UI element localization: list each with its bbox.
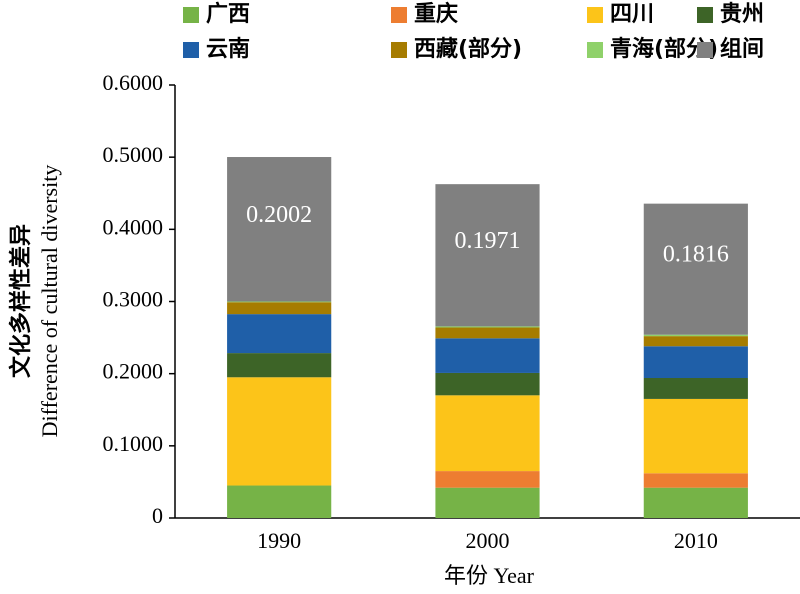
legend-swatch (697, 7, 713, 23)
legend-swatch (697, 42, 713, 58)
legend-label: 四川 (610, 2, 654, 27)
bar-segment (227, 301, 332, 303)
x-axis-label: 年份 Year (444, 563, 535, 588)
y-axis-label: Difference of cultural diversity (37, 165, 62, 438)
x-tick-label: 2010 (674, 528, 718, 553)
data-label: 0.1971 (455, 228, 521, 254)
y-tick-label: 0.5000 (103, 142, 164, 167)
y-tick-label: 0.1000 (103, 431, 164, 456)
legend-swatch (587, 7, 603, 23)
bar-segment (643, 473, 748, 488)
bar-segment (643, 346, 748, 378)
bar-segment (643, 203, 748, 335)
bar-segment (643, 398, 748, 474)
legend-swatch (391, 7, 407, 23)
bar-segment (435, 487, 540, 518)
y-tick-label: 0.3000 (103, 287, 164, 312)
y-tick-label: 0.6000 (103, 70, 164, 95)
legend-label: 云南 (206, 37, 250, 62)
bar-segment (435, 372, 540, 396)
legend-swatch (183, 7, 199, 23)
y-tick-label: 0 (152, 503, 163, 528)
bar-segment (643, 487, 748, 518)
bar-segment (435, 471, 540, 488)
y-tick-label: 0.2000 (103, 359, 164, 384)
bar-segment (435, 184, 540, 327)
bar-segment (643, 334, 748, 337)
x-tick-label: 2000 (466, 528, 510, 553)
bar-segment (227, 353, 332, 378)
bar-segment (643, 336, 748, 347)
data-label: 0.2002 (246, 202, 312, 228)
legend-label: 广西 (206, 1, 250, 27)
legend-label: 重庆 (414, 1, 458, 27)
bar-segment (227, 485, 332, 518)
bar-segment (435, 338, 540, 373)
legend-swatch (587, 42, 603, 58)
bar-segment (227, 377, 332, 486)
bar-segment (643, 377, 748, 399)
legend-swatch (183, 42, 199, 58)
legend-label: 组间 (720, 36, 764, 62)
y-tick-label: 0.4000 (103, 214, 164, 239)
legend-label: 西藏(部分) (414, 36, 522, 62)
y-axis-label: 文化多样性差异 (8, 224, 34, 378)
bar-segment (227, 314, 332, 354)
bar-segment (435, 327, 540, 339)
legend-swatch (391, 42, 407, 58)
bar-segment (435, 395, 540, 472)
bar-segment (435, 326, 540, 328)
data-label: 0.1816 (663, 242, 729, 268)
bar-segment (227, 157, 332, 302)
x-tick-label: 1990 (257, 528, 301, 553)
bar-segment (227, 302, 332, 315)
legend-label: 贵州 (720, 2, 764, 27)
